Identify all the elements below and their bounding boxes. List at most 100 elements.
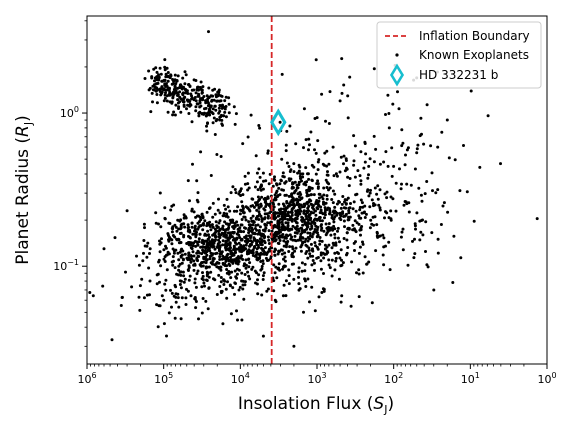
exoplanet-point (184, 91, 188, 95)
exoplanet-point (405, 202, 409, 206)
exoplanet-point (191, 250, 195, 254)
exoplanet-point (224, 257, 228, 261)
exoplanet-point (163, 206, 167, 210)
exoplanet-point (259, 214, 263, 218)
exoplanet-point (288, 218, 292, 222)
exoplanet-point (180, 87, 184, 91)
exoplanet-point (287, 268, 291, 272)
exoplanet-point (295, 228, 299, 232)
exoplanet-point (400, 128, 404, 132)
exoplanet-point (258, 253, 262, 257)
exoplanet-point (283, 255, 287, 259)
exoplanet-point (323, 208, 327, 212)
exoplanet-point (235, 247, 239, 251)
exoplanet-point (400, 230, 404, 234)
exoplanet-point (315, 228, 319, 232)
exoplanet-point (219, 252, 223, 256)
exoplanet-point (337, 277, 341, 281)
exoplanet-point (201, 222, 205, 226)
exoplanet-point (182, 274, 186, 278)
exoplanet-point (274, 239, 277, 243)
exoplanet-point (234, 275, 238, 279)
known-exoplanets-points (88, 30, 539, 348)
exoplanet-point (179, 270, 183, 274)
exoplanet-point (247, 265, 251, 269)
exoplanet-point (207, 246, 211, 250)
exoplanet-point (174, 103, 178, 107)
exoplanet-point (235, 309, 238, 313)
exoplanet-point (387, 112, 391, 115)
exoplanet-point (233, 224, 237, 228)
exoplanet-point (224, 115, 228, 119)
exoplanet-point (248, 261, 252, 265)
exoplanet-point (342, 219, 346, 223)
exoplanet-point (333, 236, 337, 240)
exoplanet-point (214, 95, 218, 99)
exoplanet-point (120, 295, 124, 299)
exoplanet-point (240, 223, 244, 227)
exoplanet-point (363, 255, 367, 259)
exoplanet-point (205, 279, 209, 282)
exoplanet-point (355, 192, 359, 196)
exoplanet-point (205, 272, 209, 276)
exoplanet-point (420, 199, 424, 203)
exoplanet-point (179, 255, 183, 259)
exoplanet-point (246, 206, 250, 210)
exoplanet-point (192, 210, 196, 214)
exoplanet-point (226, 242, 230, 246)
exoplanet-point (171, 263, 175, 267)
exoplanet-point (290, 235, 294, 239)
exoplanet-point (201, 248, 205, 252)
exoplanet-point (310, 285, 314, 289)
exoplanet-point (341, 261, 345, 265)
exoplanet-point (173, 87, 177, 91)
exoplanet-point (241, 248, 245, 251)
exoplanet-point (227, 258, 231, 262)
exoplanet-point (327, 122, 331, 125)
exoplanet-point (325, 194, 329, 198)
exoplanet-point (345, 231, 349, 235)
exoplanet-point (217, 232, 221, 236)
exoplanet-point (226, 280, 229, 284)
exoplanet-point (306, 206, 310, 210)
exoplanet-point (154, 89, 158, 93)
exoplanet-point (203, 107, 206, 111)
exoplanet-point (141, 259, 145, 263)
exoplanet-point (297, 205, 301, 209)
exoplanet-point (325, 186, 329, 189)
exoplanet-point (328, 266, 332, 270)
exoplanet-point (222, 203, 226, 207)
exoplanet-point (158, 66, 162, 70)
exoplanet-point (342, 215, 346, 218)
x-axis-title: Insolation Flux (SJ) (238, 394, 394, 416)
exoplanet-point (156, 81, 160, 85)
exoplanet-point (235, 259, 239, 263)
exoplanet-point (345, 253, 348, 257)
exoplanet-point (178, 95, 182, 99)
exoplanet-point (335, 202, 339, 206)
exoplanet-point (353, 175, 357, 179)
exoplanet-point (218, 248, 221, 252)
exoplanet-point (285, 227, 289, 231)
exoplanet-point (193, 296, 197, 299)
exoplanet-point (339, 300, 343, 304)
exoplanet-point (459, 256, 463, 260)
exoplanet-point (182, 216, 186, 220)
exoplanet-point (377, 235, 381, 239)
exoplanet-point (276, 219, 280, 223)
exoplanet-point (257, 124, 261, 127)
exoplanet-point (260, 238, 264, 242)
exoplanet-point (231, 238, 235, 242)
exoplanet-point (362, 211, 366, 215)
exoplanet-point (315, 182, 319, 185)
exoplanet-point (267, 242, 271, 245)
exoplanet-point (213, 247, 217, 251)
exoplanet-point (207, 207, 211, 210)
exoplanet-point (223, 262, 227, 266)
exoplanet-point (292, 203, 296, 207)
exoplanet-point (416, 143, 420, 147)
exoplanet-point (224, 222, 228, 226)
exoplanet-point (165, 66, 169, 70)
exoplanet-point (88, 291, 92, 294)
exoplanet-point (273, 253, 277, 257)
